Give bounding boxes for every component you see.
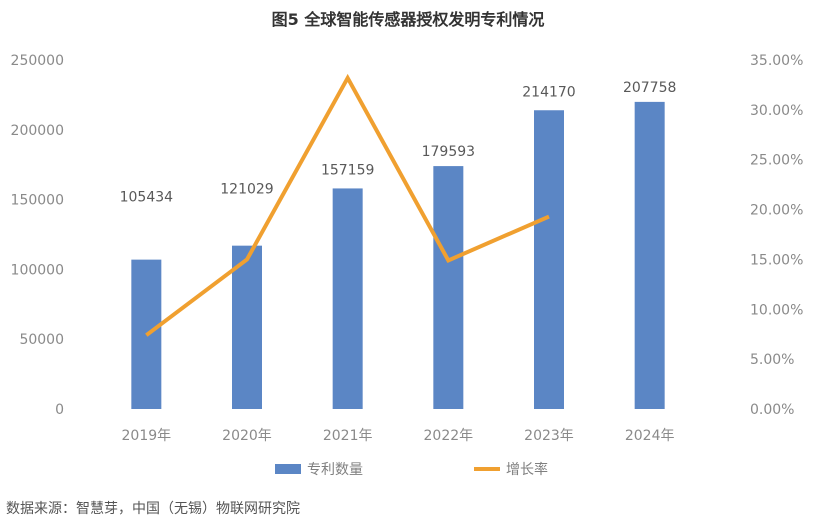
bar-data-label: 207758: [623, 80, 676, 96]
bar-2024年: [634, 101, 665, 409]
bar-2022年: [433, 166, 464, 409]
legend-line-label: 增长率: [506, 461, 548, 478]
left-axis-tick-label: 100000: [11, 262, 64, 278]
right-axis-ticks: 0.00% 5.00% 10.00% 15.00% 20.00% 25.00% 30.00%…: [750, 53, 803, 418]
left-axis-tick-label: 200000: [11, 123, 64, 139]
x-axis-label: 2024年: [625, 428, 675, 444]
line-series: [145, 73, 550, 337]
left-axis-tick-label: 50000: [19, 332, 64, 348]
bar-data-label: 105434: [120, 190, 174, 206]
bar-data-label: 157159: [321, 162, 374, 178]
bar-data-label: 214170: [522, 84, 575, 100]
x-axis-labels: 2019年 2020年 2021年 2022年 2023年 2024年: [122, 428, 675, 444]
bar-2023年: [534, 110, 564, 410]
bar-data-labels: 105434 121029 157159 179593 214170 207758: [120, 80, 677, 206]
right-axis-tick-label: 25.00%: [750, 153, 803, 169]
x-axis-label: 2023年: [524, 428, 574, 444]
left-axis-tick-label: 0: [55, 402, 64, 418]
right-axis-tick-label: 35.00%: [750, 53, 803, 69]
legend: 专利数量 增长率: [275, 461, 548, 478]
right-axis-tick-label: 10.00%: [750, 302, 803, 318]
data-source-note: 数据来源：智慧芽，中国（无锡）物联网研究院: [6, 501, 300, 517]
legend-bar-swatch: [275, 464, 301, 474]
right-axis-tick-label: 30.00%: [750, 103, 803, 119]
right-axis-tick-label: 5.00%: [750, 352, 794, 368]
bar-2021年: [332, 188, 363, 409]
left-axis-tick-label: 250000: [11, 53, 64, 69]
x-axis-label: 2019年: [122, 428, 172, 444]
x-axis-label: 2020年: [222, 428, 272, 444]
x-axis-label: 2022年: [424, 428, 474, 444]
bar-data-label: 121029: [220, 182, 273, 198]
x-axis-label: 2021年: [323, 428, 373, 444]
bar-series: [131, 101, 665, 410]
bar-2020年: [232, 245, 262, 409]
right-axis-tick-label: 20.00%: [750, 203, 803, 219]
left-axis-tick-label: 150000: [11, 193, 64, 209]
left-axis-ticks: 0 50000 100000 150000 200000 250000: [11, 53, 64, 418]
bar-data-label: 179593: [422, 144, 475, 160]
right-axis-tick-label: 0.00%: [750, 402, 794, 418]
legend-bar-label: 专利数量: [307, 462, 363, 478]
chart-title: 图5 全球智能传感器授权发明专利情况: [271, 10, 545, 29]
right-axis-tick-label: 15.00%: [750, 252, 803, 268]
growth-rate-line: [145, 73, 550, 337]
